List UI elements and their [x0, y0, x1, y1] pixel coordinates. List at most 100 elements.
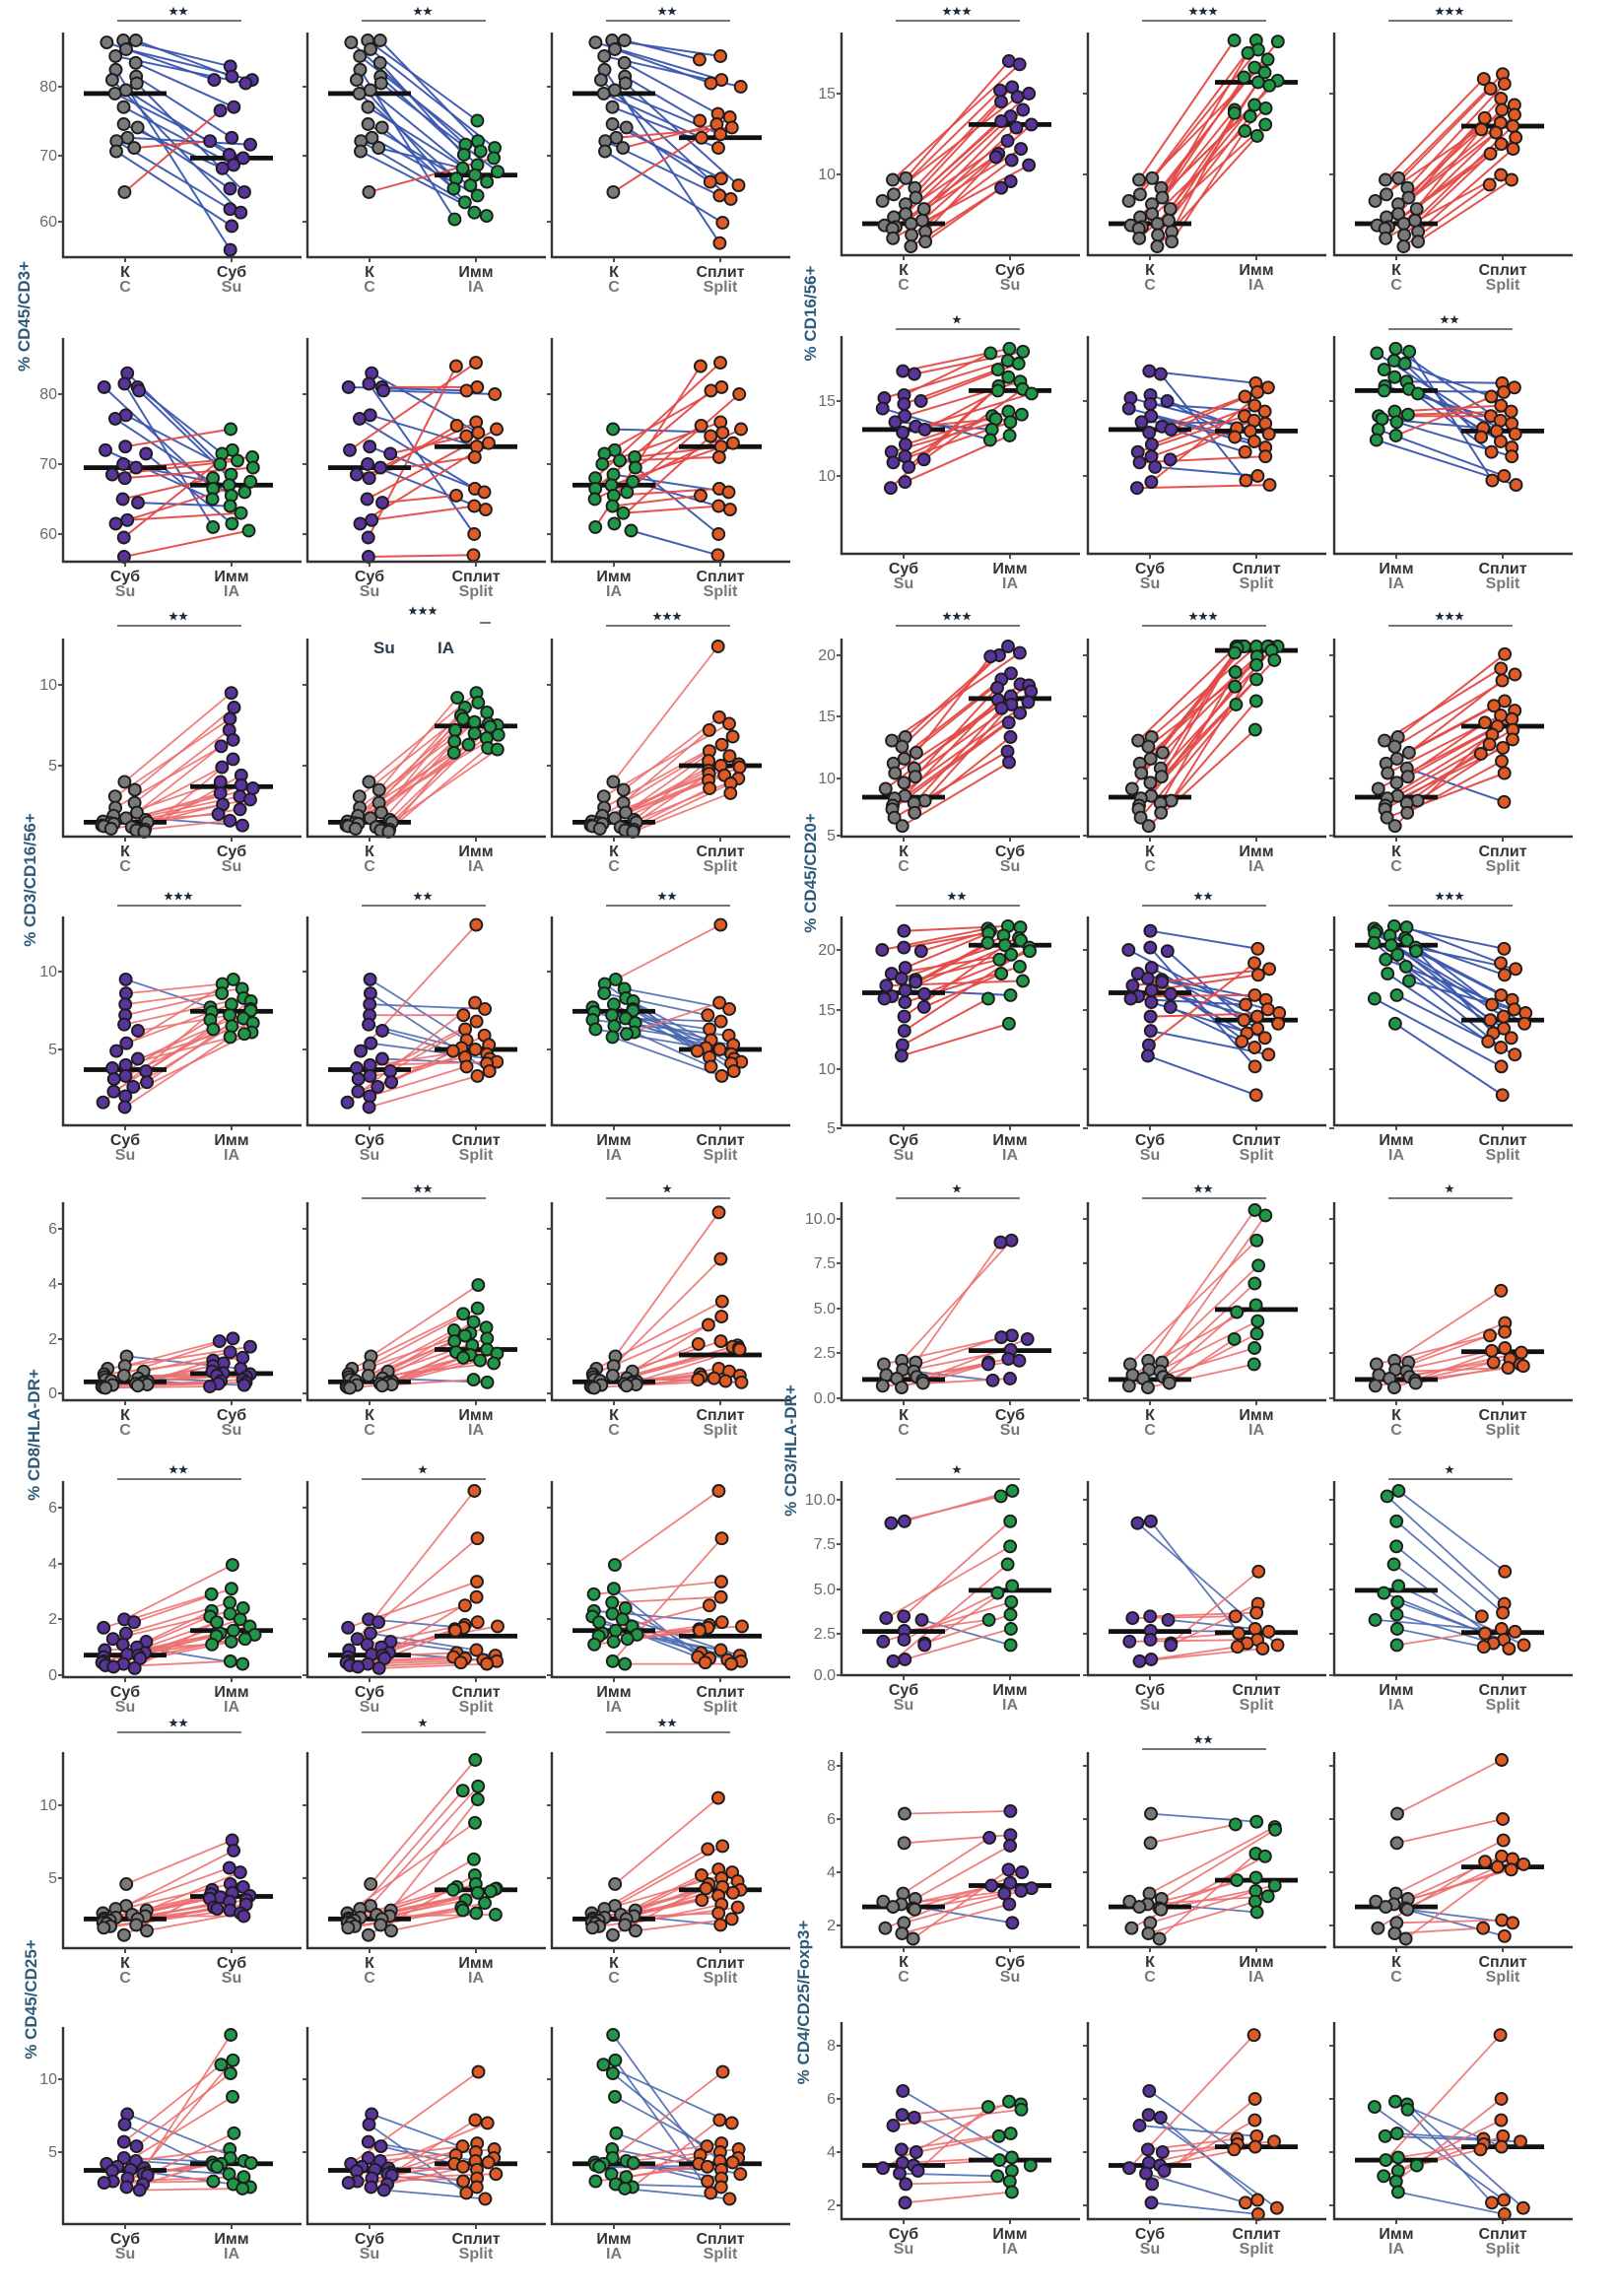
- svg-text:Сплит: Сплит: [1478, 1954, 1526, 1971]
- svg-text:4: 4: [827, 1864, 836, 1881]
- svg-text:Su: Su: [894, 2241, 913, 2258]
- svg-text:К: К: [899, 1954, 909, 1971]
- svg-text:Su: Su: [1140, 2241, 1160, 2258]
- svg-text:Имм: Имм: [596, 569, 631, 585]
- svg-text:20: 20: [818, 942, 836, 959]
- svg-text:Имм: Имм: [596, 1132, 631, 1149]
- svg-text:Split: Split: [704, 1422, 738, 1439]
- svg-text:80: 80: [39, 79, 57, 96]
- svg-text:Split: Split: [1240, 575, 1274, 592]
- svg-text:К: К: [1391, 1407, 1401, 1424]
- svg-text:Сплит: Сплит: [451, 1684, 500, 1701]
- svg-text:IA: IA: [1248, 1969, 1264, 1986]
- svg-text:Сплит: Сплит: [696, 1684, 744, 1701]
- svg-text:Сплит: Сплит: [1478, 1407, 1526, 1424]
- svg-text:Имм: Имм: [992, 1682, 1027, 1699]
- svg-text:Su: Su: [115, 1699, 135, 1716]
- svg-text:C: C: [608, 858, 620, 875]
- svg-text:Split: Split: [1486, 277, 1520, 294]
- svg-text:Суб: Суб: [1135, 561, 1165, 577]
- svg-text:2: 2: [48, 1611, 57, 1628]
- svg-text:60: 60: [39, 214, 57, 231]
- svg-text:К: К: [1391, 844, 1401, 860]
- svg-text:Su: Su: [1000, 1422, 1020, 1439]
- svg-text:Суб: Суб: [889, 1682, 918, 1699]
- svg-text:Su: Su: [894, 1697, 913, 1714]
- svg-text:2: 2: [827, 2197, 836, 2214]
- svg-text:C: C: [608, 1422, 620, 1439]
- svg-text:Имм: Имм: [214, 569, 248, 585]
- svg-text:C: C: [898, 1969, 910, 1986]
- svg-text:К: К: [120, 264, 130, 281]
- svg-text:Split: Split: [459, 2246, 494, 2262]
- svg-text:К: К: [1145, 1407, 1155, 1424]
- svg-text:Суб: Суб: [995, 844, 1025, 860]
- svg-text:C: C: [1390, 1422, 1402, 1439]
- svg-text:15: 15: [818, 86, 836, 102]
- svg-text:C: C: [364, 1970, 375, 1987]
- svg-text:Имм: Имм: [1239, 1954, 1273, 1971]
- svg-text:0.0: 0.0: [814, 1667, 836, 1684]
- svg-text:Имм: Имм: [992, 2226, 1027, 2243]
- svg-text:10: 10: [39, 2071, 57, 2088]
- svg-text:Split: Split: [704, 1970, 738, 1987]
- svg-text:IA: IA: [1248, 858, 1264, 875]
- svg-text:Суб: Суб: [355, 1684, 384, 1701]
- svg-text:IA: IA: [606, 1699, 622, 1716]
- svg-text:C: C: [1390, 277, 1402, 294]
- svg-text:Su: Su: [894, 575, 913, 592]
- svg-text:Сплит: Сплит: [1232, 1682, 1280, 1699]
- svg-text:C: C: [364, 858, 375, 875]
- svg-text:5: 5: [827, 828, 836, 844]
- svg-text:15: 15: [818, 1002, 836, 1019]
- svg-text:IA: IA: [606, 583, 622, 600]
- svg-text:5.0: 5.0: [814, 1301, 836, 1317]
- svg-text:Su: Su: [894, 1147, 913, 1164]
- svg-text:2: 2: [827, 1918, 836, 1934]
- svg-text:10.0: 10.0: [805, 1492, 836, 1509]
- svg-text:Суб: Суб: [217, 844, 246, 860]
- svg-text:Суб: Суб: [217, 1955, 246, 1972]
- svg-text:C: C: [1144, 277, 1156, 294]
- svg-text:Имм: Имм: [1379, 2226, 1413, 2243]
- svg-text:Суб: Суб: [889, 1132, 918, 1149]
- svg-text:Сплит: Сплит: [1232, 2226, 1280, 2243]
- svg-text:Сплит: Сплит: [696, 569, 744, 585]
- svg-text:10: 10: [39, 1797, 57, 1814]
- svg-text:Имм: Имм: [1379, 1132, 1413, 1149]
- svg-text:Сплит: Сплит: [1478, 561, 1526, 577]
- svg-text:К: К: [1145, 262, 1155, 279]
- svg-text:Сплит: Сплит: [696, 264, 744, 281]
- svg-text:Сплит: Сплит: [1478, 1132, 1526, 1149]
- svg-text:Su: Su: [1000, 858, 1020, 875]
- svg-text:Сплит: Сплит: [696, 1132, 744, 1149]
- svg-text:% CD3/HLA-DR+: % CD3/HLA-DR+: [781, 1384, 800, 1517]
- svg-text:Имм: Имм: [992, 561, 1027, 577]
- svg-text:C: C: [119, 858, 131, 875]
- svg-text:Суб: Суб: [355, 569, 384, 585]
- svg-text:Сплит: Сплит: [696, 1407, 744, 1424]
- svg-text:К: К: [1391, 262, 1401, 279]
- svg-text:IA: IA: [468, 1422, 484, 1439]
- svg-text:Имм: Имм: [596, 1684, 631, 1701]
- svg-text:Суб: Суб: [355, 1132, 384, 1149]
- svg-text:Split: Split: [704, 1147, 738, 1164]
- svg-text:Суб: Суб: [1135, 2226, 1165, 2243]
- svg-text:К: К: [365, 264, 374, 281]
- svg-text:2.5: 2.5: [814, 1345, 836, 1362]
- svg-text:C: C: [608, 279, 620, 296]
- svg-text:Su: Su: [115, 1147, 135, 1164]
- svg-text:5: 5: [48, 758, 57, 775]
- svg-text:5: 5: [827, 1120, 836, 1137]
- svg-text:Имм: Имм: [458, 1955, 493, 1972]
- svg-text:Split: Split: [1240, 1147, 1274, 1164]
- svg-text:IA: IA: [468, 858, 484, 875]
- svg-text:Имм: Имм: [1239, 1407, 1273, 1424]
- svg-text:Имм: Имм: [992, 1132, 1027, 1149]
- svg-text:Split: Split: [459, 583, 494, 600]
- svg-text:IA: IA: [1002, 1147, 1018, 1164]
- svg-text:Split: Split: [459, 1147, 494, 1164]
- svg-text:Su: Su: [115, 583, 135, 600]
- svg-text:4: 4: [48, 1556, 57, 1573]
- svg-text:Суб: Суб: [110, 1132, 140, 1149]
